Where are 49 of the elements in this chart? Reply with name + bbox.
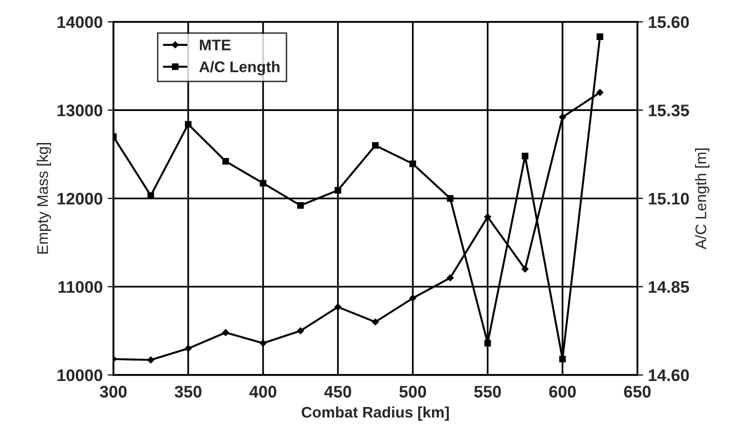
point <box>409 294 416 302</box>
point <box>446 195 454 202</box>
legend-label: A/C Length <box>199 61 280 76</box>
x-tick-label: 650 <box>624 386 651 398</box>
point <box>522 266 529 272</box>
point <box>222 329 230 336</box>
point <box>334 186 342 194</box>
point <box>334 304 342 310</box>
x-tick-label: 300 <box>100 386 127 398</box>
x-tick-label: 500 <box>399 386 426 398</box>
x-tick-label: 600 <box>549 386 576 398</box>
y-tick-label: 10000 <box>58 369 102 382</box>
point <box>372 142 379 149</box>
point <box>522 152 528 160</box>
y2-tick-label: 15.60 <box>648 16 689 28</box>
x-tick-label: 450 <box>324 386 352 398</box>
point <box>222 158 229 165</box>
y2-axis-title: A/C Length [m] <box>695 148 710 250</box>
point <box>184 120 192 128</box>
y-tick-label: 14000 <box>58 16 102 28</box>
point <box>409 160 416 168</box>
y-axis-title: Empty Mass [kg] <box>36 143 52 254</box>
point <box>484 340 491 346</box>
x-axis-title: Combat Radius [km] <box>302 406 449 421</box>
x-tick-label: 550 <box>474 386 501 398</box>
point <box>184 345 192 352</box>
point <box>147 356 154 364</box>
point <box>297 327 304 334</box>
point <box>372 318 379 326</box>
point <box>260 180 266 187</box>
point <box>596 89 604 96</box>
point <box>260 340 267 347</box>
point <box>297 202 304 209</box>
point <box>559 356 566 362</box>
y-tick-label: 11000 <box>58 281 102 293</box>
y2-tick-label: 14.60 <box>648 369 689 382</box>
point <box>596 33 604 40</box>
y2-tick-label: 15.35 <box>648 104 690 116</box>
y-tick-label: 12000 <box>58 192 102 205</box>
point <box>559 114 566 121</box>
legend-label: MTE <box>200 40 231 50</box>
point <box>484 213 492 220</box>
point <box>147 192 154 199</box>
x-tick-label: 400 <box>249 386 276 398</box>
point <box>446 274 454 282</box>
y-tick-label: 13000 <box>58 104 102 116</box>
x-tick-label: 350 <box>174 386 202 398</box>
y2-tick-label: 14.85 <box>648 281 690 293</box>
y2-tick-label: 15.10 <box>648 192 689 205</box>
